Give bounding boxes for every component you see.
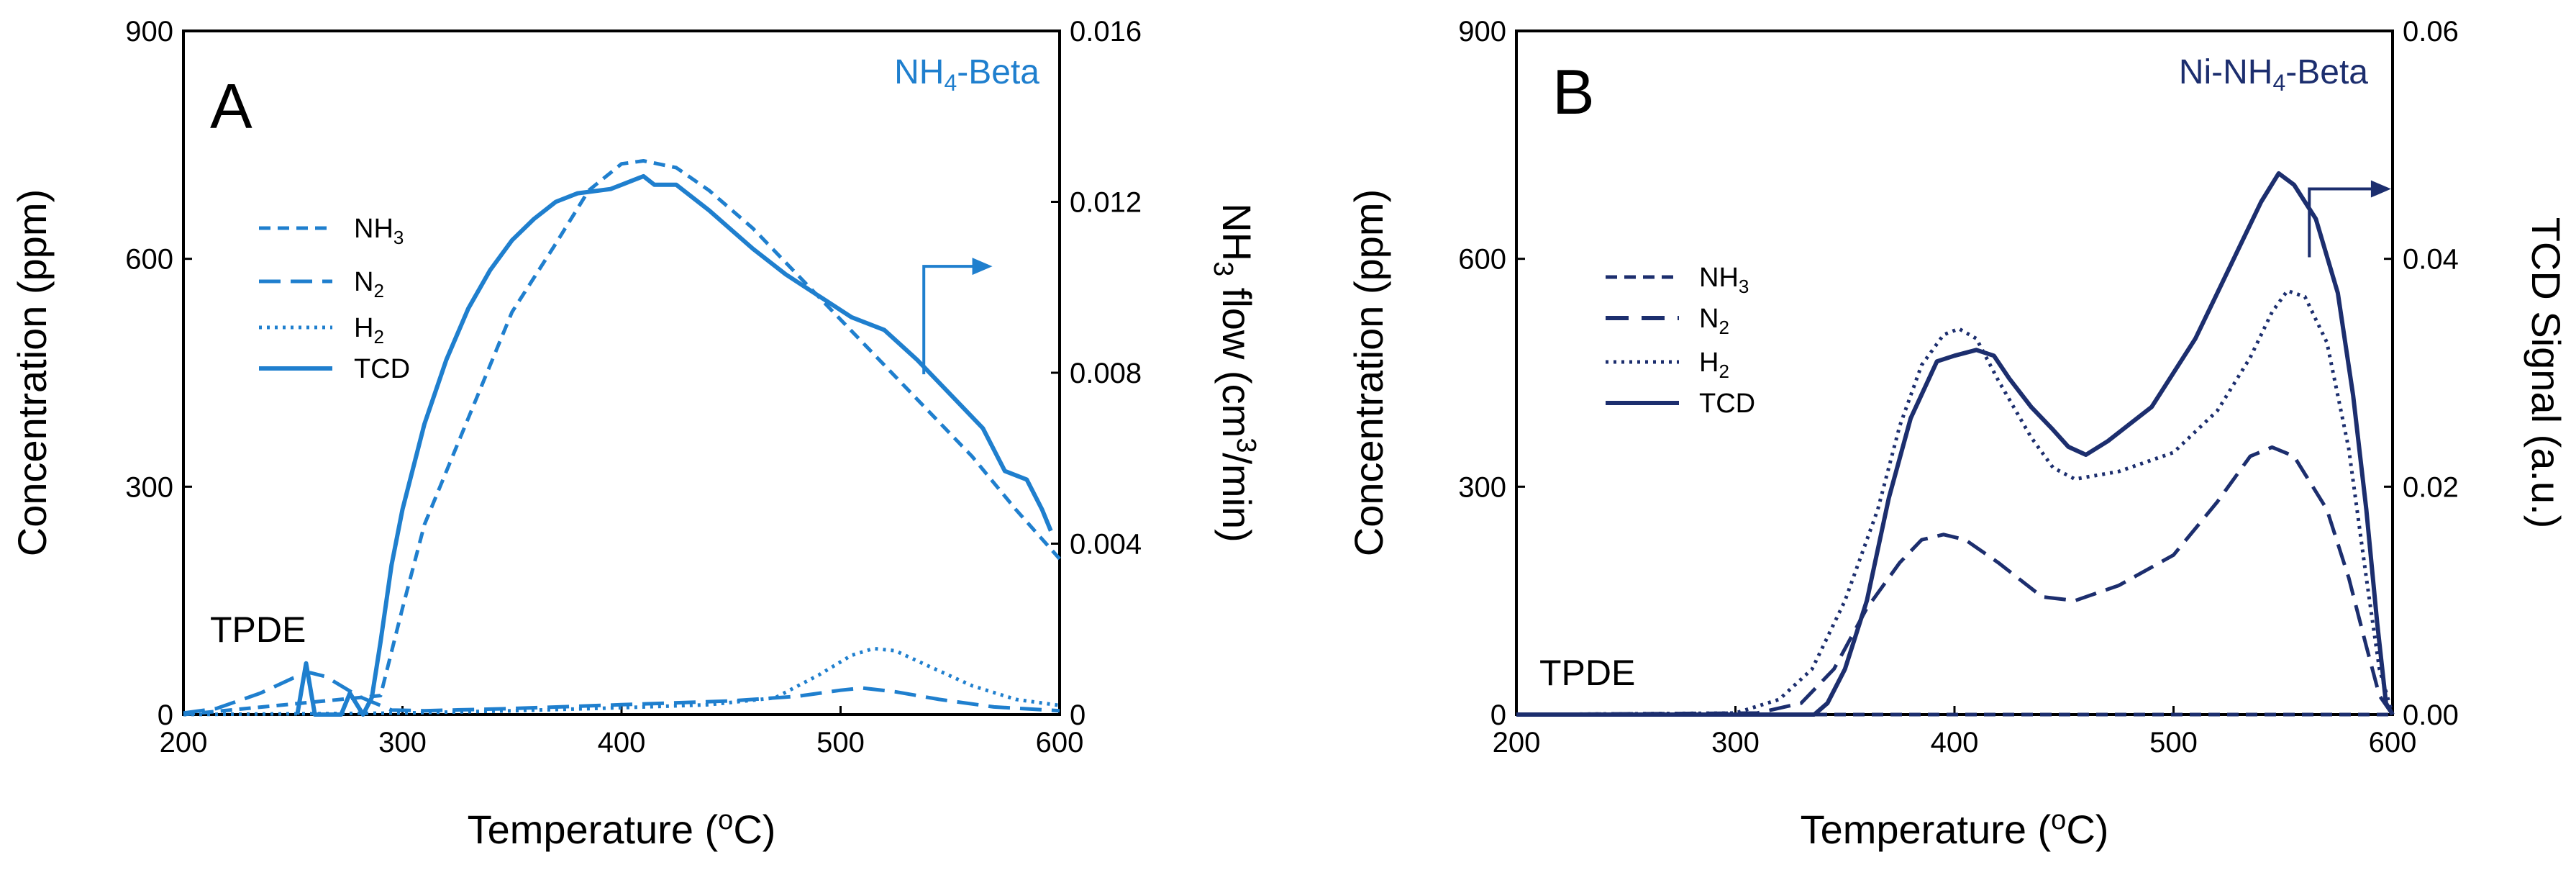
annotation-a: TPDE xyxy=(210,610,306,650)
y-right-tick-label: 0.016 xyxy=(1070,16,1142,47)
x-label-b: Temperature (oC) xyxy=(1801,805,2109,852)
x-tick-label: 600 xyxy=(1036,727,1084,758)
y-left-tick-label: 900 xyxy=(1458,16,1506,47)
x-tick-label: 200 xyxy=(1493,727,1541,758)
sample-label-b: Ni-NH4-Beta xyxy=(2179,53,2368,96)
legend-label-a-h2: H2 xyxy=(354,313,384,348)
y-right-label-a: NH3 flow (cm3/min) xyxy=(1208,203,1261,543)
y-left-tick-label: 300 xyxy=(125,471,173,503)
x-label-a: Temperature (oC) xyxy=(468,805,776,852)
x-tick-label: 500 xyxy=(2149,727,2198,758)
y-left-tick-label: 600 xyxy=(125,244,173,276)
y-right-tick-label: 0 xyxy=(1070,699,1086,731)
panel-letter-b: B xyxy=(1552,56,1595,127)
y-right-tick-label: 0.06 xyxy=(2403,16,2459,47)
y-right-tick-label: 0.004 xyxy=(1070,529,1142,561)
legend-label-a-n2: N2 xyxy=(354,267,384,302)
sample-label-a: NH4-Beta xyxy=(894,53,1039,96)
x-tick-label: 400 xyxy=(598,727,646,758)
axis-arrow-head xyxy=(972,258,993,276)
y-right-tick-label: 0.04 xyxy=(2403,244,2459,276)
legend-label-b-n2: N2 xyxy=(1699,304,1729,338)
annotation-b: TPDE xyxy=(1539,653,1635,693)
legend-a: NH3 N2 H2 TCD xyxy=(259,214,410,384)
series-line-a-h2 xyxy=(183,646,1060,717)
series-line-b-n2 xyxy=(1516,445,2395,717)
y-right-tick-label: 0.00 xyxy=(2403,699,2459,731)
y-left-tick-label: 0 xyxy=(1490,699,1506,731)
y-left-tick-label: 600 xyxy=(1458,244,1506,276)
legend-label-a-tcd: TCD xyxy=(354,354,410,384)
panel-b: 200 300 400 500 600 0 300 600 900 0.00 0.02 0.04 0.0… xyxy=(1346,16,2569,852)
axis-arrow-line xyxy=(2308,187,2374,258)
panel-a: 200 300 400 500 600030060090000.0040.0080.01… xyxy=(9,16,1261,852)
legend-label-a-nh3: NH3 xyxy=(354,214,404,248)
y-left-label-b: Concentration (ppm) xyxy=(1346,189,1391,556)
y-left-tick-label: 300 xyxy=(1458,471,1506,503)
axis-arrow-line xyxy=(922,265,975,375)
x-tick-label: 500 xyxy=(816,727,865,758)
y-left-label-a: Concentration (ppm) xyxy=(9,189,55,556)
plot-frame-b xyxy=(1515,30,2394,716)
y-left-tick-label: 0 xyxy=(158,699,173,731)
series-line-b-h2 xyxy=(1516,289,2395,717)
y-left-tick-label: 900 xyxy=(125,16,173,47)
x-tick-label: 300 xyxy=(378,727,427,758)
legend-label-b-nh3: NH3 xyxy=(1699,263,1749,297)
series-line-b-tcd xyxy=(1516,171,2395,717)
series-line-a-tcd xyxy=(295,173,1053,717)
x-tick-label: 200 xyxy=(160,727,208,758)
x-tick-label: 400 xyxy=(1931,727,1979,758)
y-right-label-b: TCD Signal (a.u.) xyxy=(2523,217,2569,529)
legend-b: NH3 N2 H2 TCD xyxy=(1606,263,1755,419)
series-line-a-n2 xyxy=(183,671,1060,715)
legend-label-b-h2: H2 xyxy=(1699,348,1729,382)
x-tick-label: 300 xyxy=(1711,727,1760,758)
legend-label-b-tcd: TCD xyxy=(1699,389,1755,419)
panel-letter-a: A xyxy=(210,71,252,142)
x-tick-label: 600 xyxy=(2369,727,2417,758)
axis-arrow-head xyxy=(2370,180,2391,198)
y-right-tick-label: 0.008 xyxy=(1070,358,1142,389)
series-line-a-nh3 xyxy=(183,159,1061,717)
y-right-tick-label: 0.02 xyxy=(2403,471,2459,503)
y-right-tick-label: 0.012 xyxy=(1070,187,1142,219)
